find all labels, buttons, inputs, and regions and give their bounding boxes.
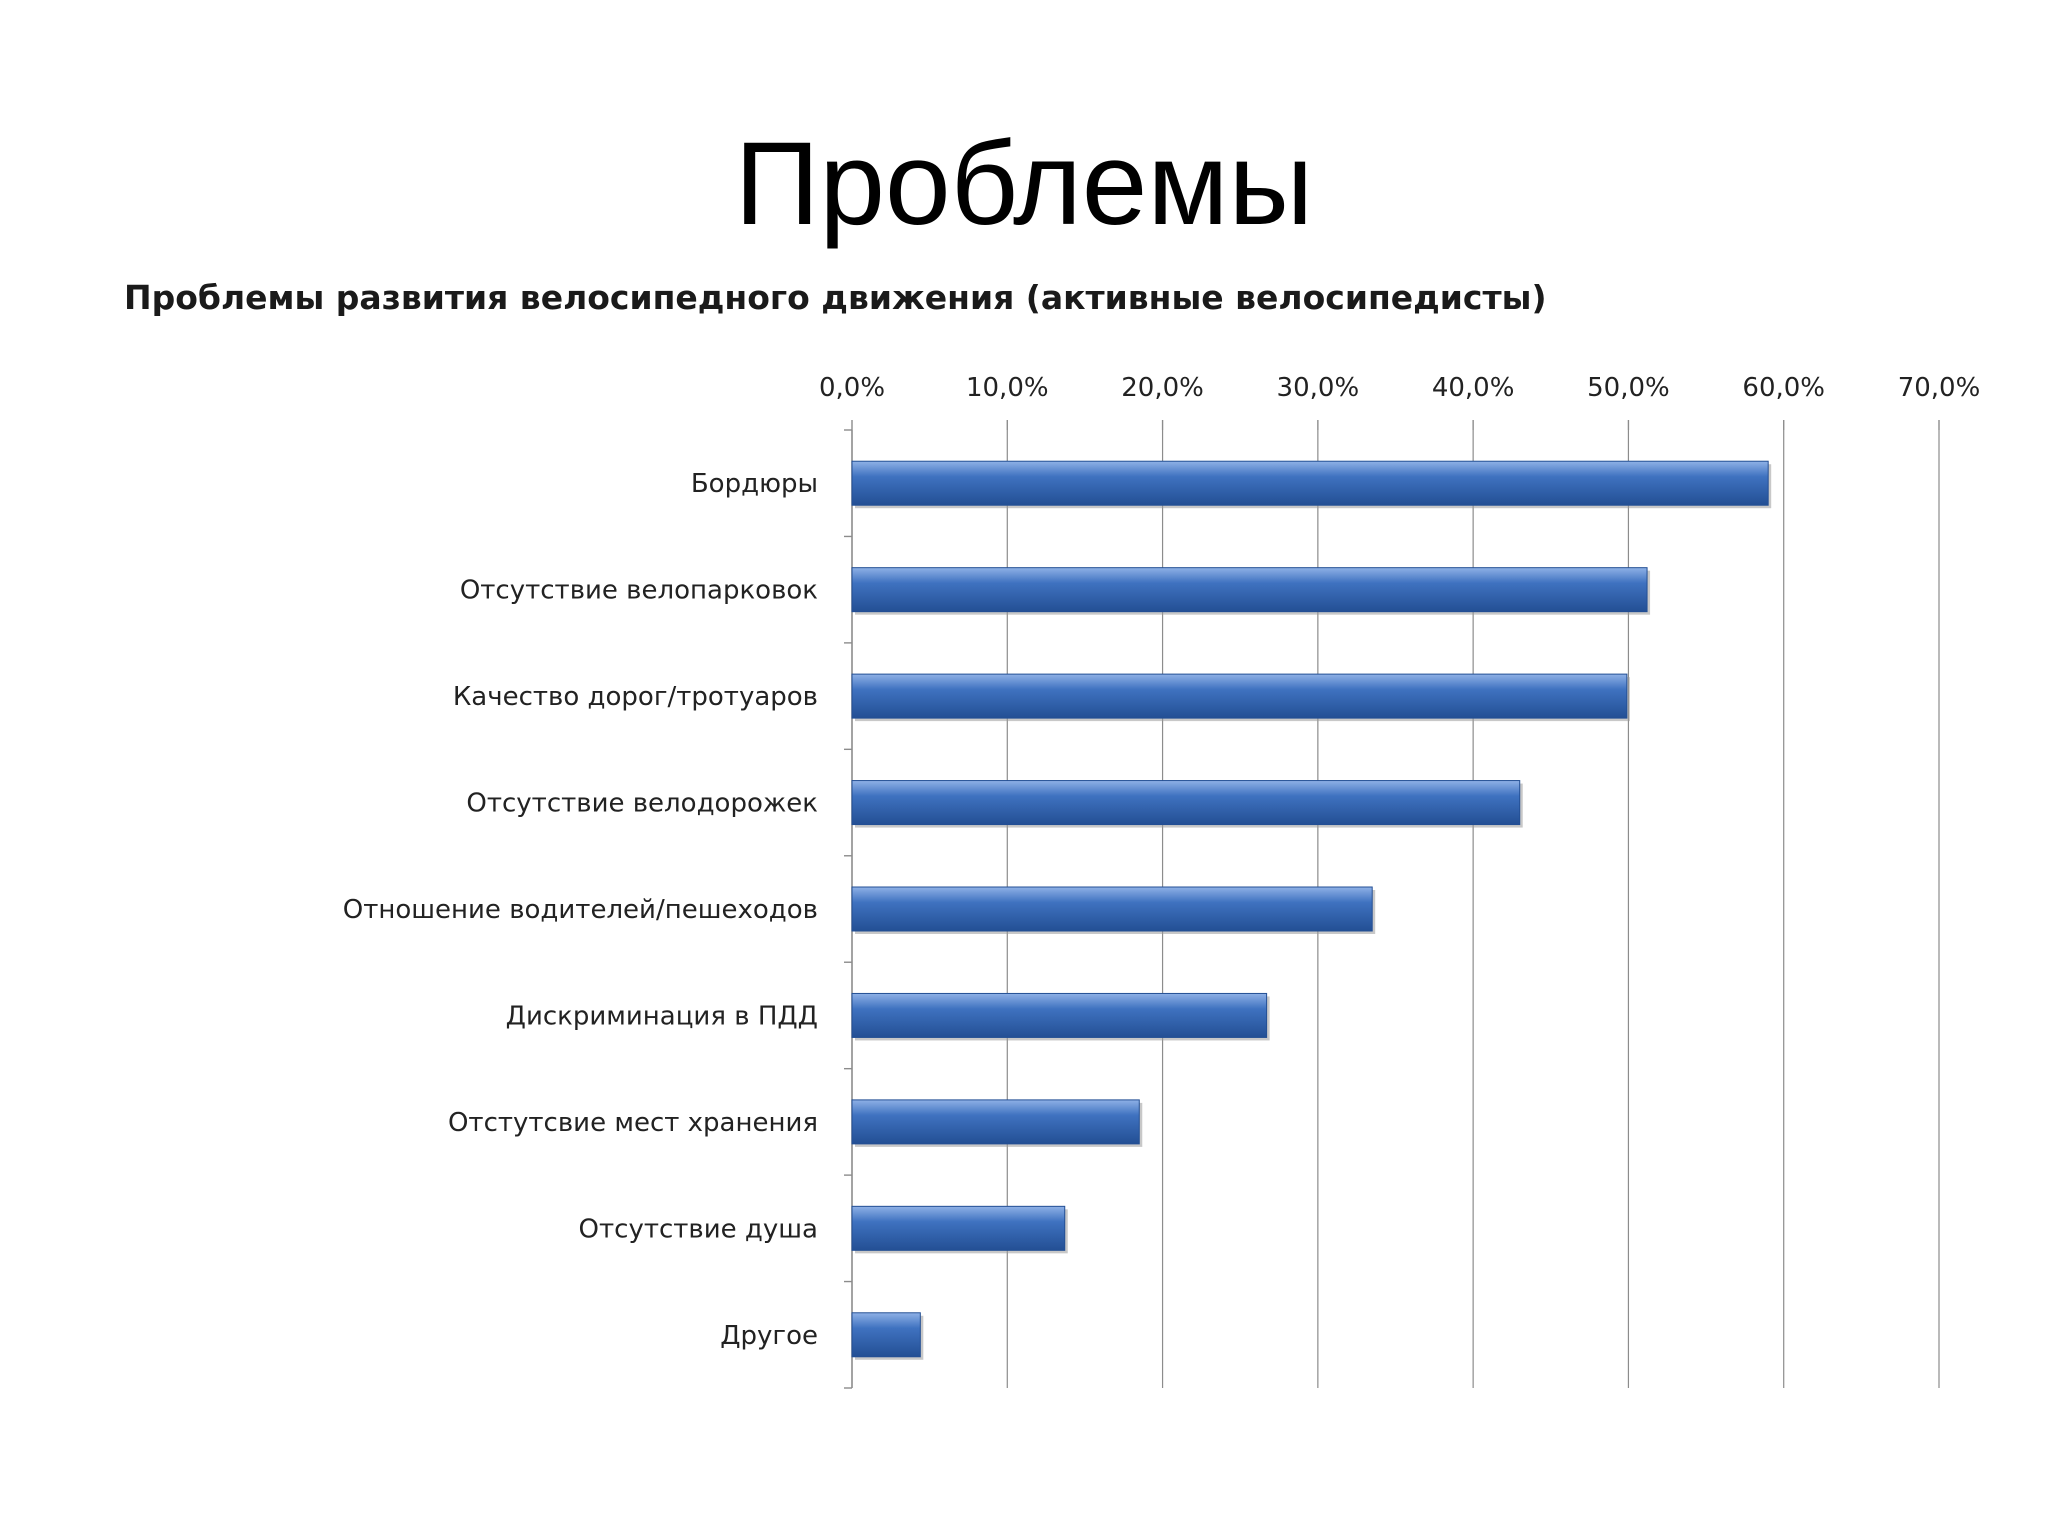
x-tick-label: 20,0% — [1121, 373, 1204, 403]
category-label: Дискриминация в ПДД — [506, 1001, 818, 1031]
bar — [851, 1099, 1140, 1145]
x-tick-label: 70,0% — [1898, 373, 1981, 403]
bar — [851, 992, 1268, 1038]
chart-title: Проблемы развития велосипедного движения… — [124, 278, 1547, 317]
category-label: Отсутствие велопарковок — [460, 576, 818, 606]
slide-title: Проблемы — [734, 118, 1314, 250]
x-tick-label: 60,0% — [1742, 373, 1825, 403]
x-axis-ticks: 0,0% 10,0% 20,0% 30,0% 40,0% 50,0% 60,0% 70,0% — [819, 373, 1980, 403]
x-tick-label: 10,0% — [966, 373, 1049, 403]
bar — [851, 1312, 921, 1358]
category-label: Отсутствие душа — [579, 1214, 818, 1244]
category-label: Отстутсвие мест хранения — [448, 1108, 818, 1138]
x-tick-label: 50,0% — [1587, 373, 1670, 403]
bar — [851, 780, 1521, 826]
category-label: Другое — [720, 1321, 818, 1351]
category-label: Отсутствие велодорожек — [466, 789, 818, 819]
category-label: Качество дорог/тротуаров — [453, 682, 818, 712]
category-label: Бордюры — [691, 469, 818, 499]
category-label: Отношение водителей/пешеходов — [343, 895, 818, 925]
x-tick-label: 40,0% — [1432, 373, 1515, 403]
bar — [851, 673, 1628, 719]
bar — [851, 886, 1373, 932]
x-tick-label: 0,0% — [819, 373, 885, 403]
bar — [851, 460, 1769, 506]
bar — [851, 1205, 1066, 1251]
bar — [851, 567, 1648, 613]
x-tick-label: 30,0% — [1277, 373, 1360, 403]
bars — [851, 460, 1772, 1360]
category-labels: Бордюры Отсутствие велопарковок Качество д… — [343, 469, 818, 1351]
